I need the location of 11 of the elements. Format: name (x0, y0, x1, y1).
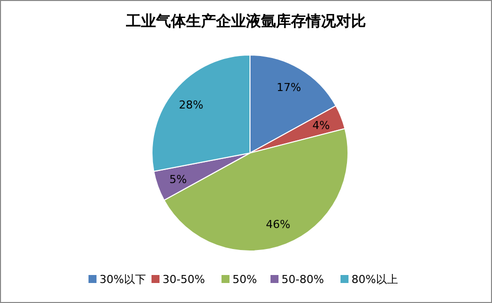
legend-label: 80%以上 (352, 273, 398, 286)
legend-label: 30%以下 (100, 273, 146, 286)
data-label: 28% (178, 98, 204, 112)
legend-label: 30-50% (162, 273, 205, 286)
data-label: 17% (276, 81, 302, 94)
legend-label: 50-80% (282, 273, 324, 286)
data-label: 4% (312, 118, 330, 132)
data-label: 46% (266, 218, 290, 232)
data-label: 5% (169, 172, 187, 186)
chart-title: 工业气体生产企业液氩库存情况对比 (125, 12, 366, 30)
legend-label: 50% (232, 273, 257, 286)
